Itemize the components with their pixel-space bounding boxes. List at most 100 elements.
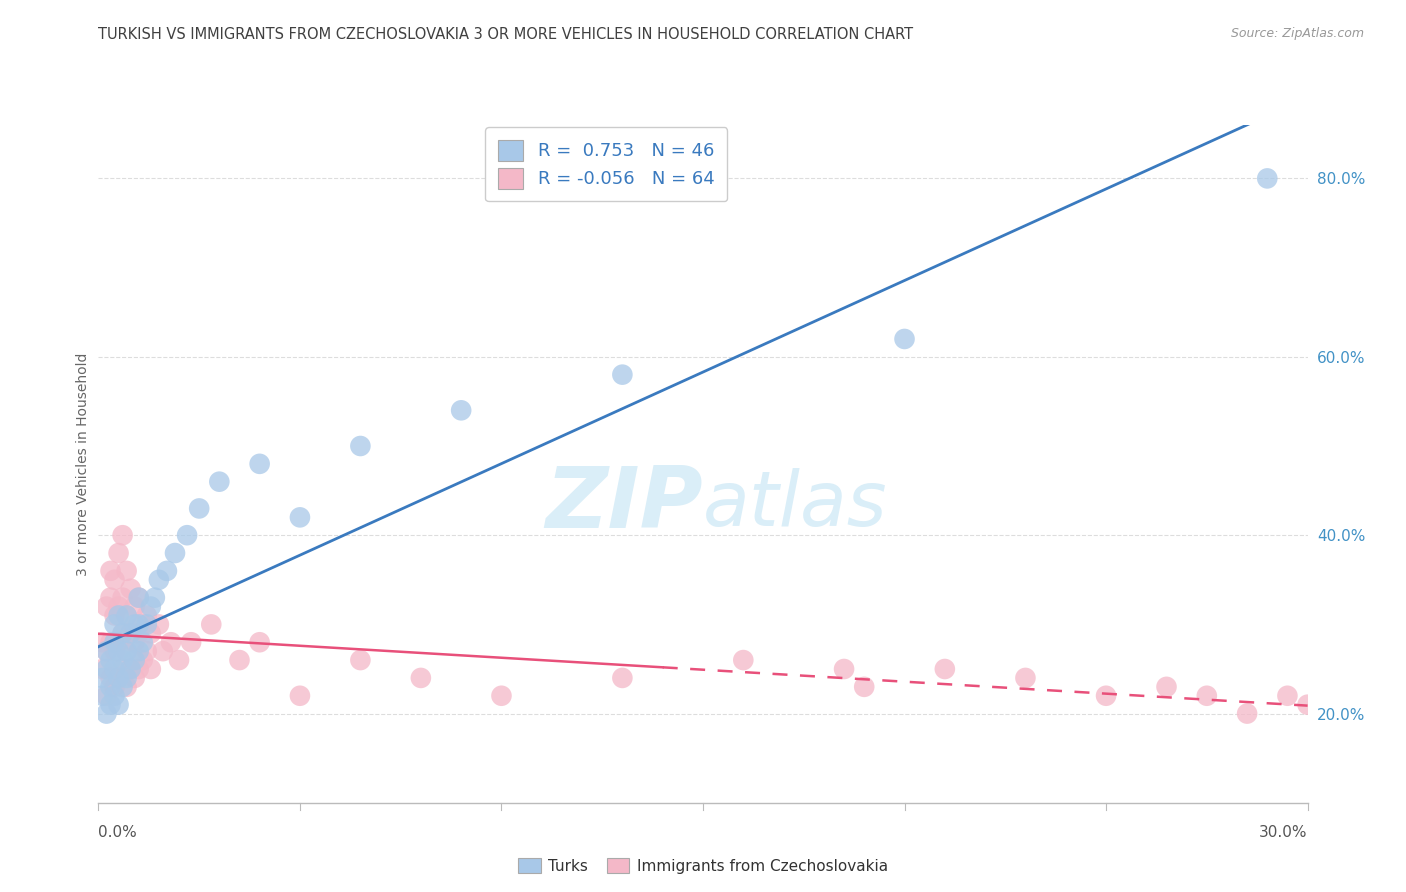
- Point: [160, 635, 183, 649]
- Point: [115, 671, 138, 685]
- Point: [103, 573, 125, 587]
- Point: [139, 599, 162, 614]
- Point: [103, 680, 125, 694]
- Point: [91, 671, 114, 685]
- Point: [893, 332, 915, 346]
- Point: [148, 573, 170, 587]
- Point: [100, 564, 122, 578]
- Y-axis label: 3 or more Vehicles in Household: 3 or more Vehicles in Household: [76, 352, 90, 575]
- Point: [124, 617, 146, 632]
- Point: [167, 653, 190, 667]
- Point: [120, 626, 142, 640]
- Point: [128, 617, 150, 632]
- Point: [612, 368, 634, 382]
- Point: [450, 403, 472, 417]
- Point: [128, 662, 150, 676]
- Point: [107, 644, 129, 658]
- Point: [115, 608, 138, 623]
- Point: [349, 653, 371, 667]
- Point: [124, 599, 146, 614]
- Point: [120, 582, 142, 596]
- Point: [103, 662, 125, 676]
- Point: [288, 510, 311, 524]
- Point: [107, 599, 129, 614]
- Point: [96, 662, 118, 676]
- Point: [143, 591, 166, 605]
- Point: [139, 626, 162, 640]
- Text: TURKISH VS IMMIGRANTS FROM CZECHOSLOVAKIA 3 OR MORE VEHICLES IN HOUSEHOLD CORREL: TURKISH VS IMMIGRANTS FROM CZECHOSLOVAKI…: [98, 27, 914, 42]
- Point: [1014, 671, 1036, 685]
- Point: [163, 546, 186, 560]
- Point: [96, 599, 118, 614]
- Point: [188, 501, 211, 516]
- Point: [200, 617, 222, 632]
- Point: [96, 644, 118, 658]
- Point: [115, 644, 138, 658]
- Point: [91, 689, 114, 703]
- Point: [96, 689, 118, 703]
- Text: atlas: atlas: [703, 467, 887, 541]
- Point: [107, 671, 129, 685]
- Text: 30.0%: 30.0%: [1260, 825, 1308, 840]
- Point: [132, 653, 155, 667]
- Point: [128, 591, 150, 605]
- Point: [409, 671, 432, 685]
- Point: [1236, 706, 1258, 721]
- Point: [115, 680, 138, 694]
- Point: [128, 591, 150, 605]
- Point: [111, 626, 134, 640]
- Point: [103, 617, 125, 632]
- Point: [491, 689, 513, 703]
- Legend: Turks, Immigrants from Czechoslovakia: Turks, Immigrants from Czechoslovakia: [512, 852, 894, 880]
- Point: [139, 662, 162, 676]
- Point: [111, 591, 134, 605]
- Point: [100, 698, 122, 712]
- Point: [249, 635, 271, 649]
- Point: [120, 662, 142, 676]
- Point: [91, 635, 114, 649]
- Point: [853, 680, 876, 694]
- Point: [111, 653, 134, 667]
- Point: [612, 671, 634, 685]
- Point: [349, 439, 371, 453]
- Point: [176, 528, 198, 542]
- Point: [1256, 171, 1278, 186]
- Point: [128, 626, 150, 640]
- Point: [124, 653, 146, 667]
- Point: [832, 662, 855, 676]
- Point: [180, 635, 202, 649]
- Point: [96, 644, 118, 658]
- Point: [115, 564, 138, 578]
- Point: [132, 635, 155, 649]
- Text: 0.0%: 0.0%: [98, 825, 138, 840]
- Point: [120, 626, 142, 640]
- Point: [107, 608, 129, 623]
- Point: [124, 635, 146, 649]
- Point: [107, 546, 129, 560]
- Point: [103, 644, 125, 658]
- Point: [132, 617, 155, 632]
- Point: [103, 635, 125, 649]
- Point: [288, 689, 311, 703]
- Point: [148, 617, 170, 632]
- Point: [934, 662, 956, 676]
- Point: [1156, 680, 1178, 694]
- Point: [1277, 689, 1299, 703]
- Point: [100, 591, 122, 605]
- Point: [96, 706, 118, 721]
- Point: [152, 644, 174, 658]
- Point: [91, 662, 114, 676]
- Text: Source: ZipAtlas.com: Source: ZipAtlas.com: [1230, 27, 1364, 40]
- Text: ZIP: ZIP: [546, 463, 703, 546]
- Point: [135, 608, 157, 623]
- Point: [208, 475, 231, 489]
- Point: [107, 635, 129, 649]
- Point: [103, 689, 125, 703]
- Point: [100, 680, 122, 694]
- Point: [115, 608, 138, 623]
- Point: [111, 680, 134, 694]
- Point: [107, 698, 129, 712]
- Point: [103, 608, 125, 623]
- Point: [1296, 698, 1319, 712]
- Point: [111, 626, 134, 640]
